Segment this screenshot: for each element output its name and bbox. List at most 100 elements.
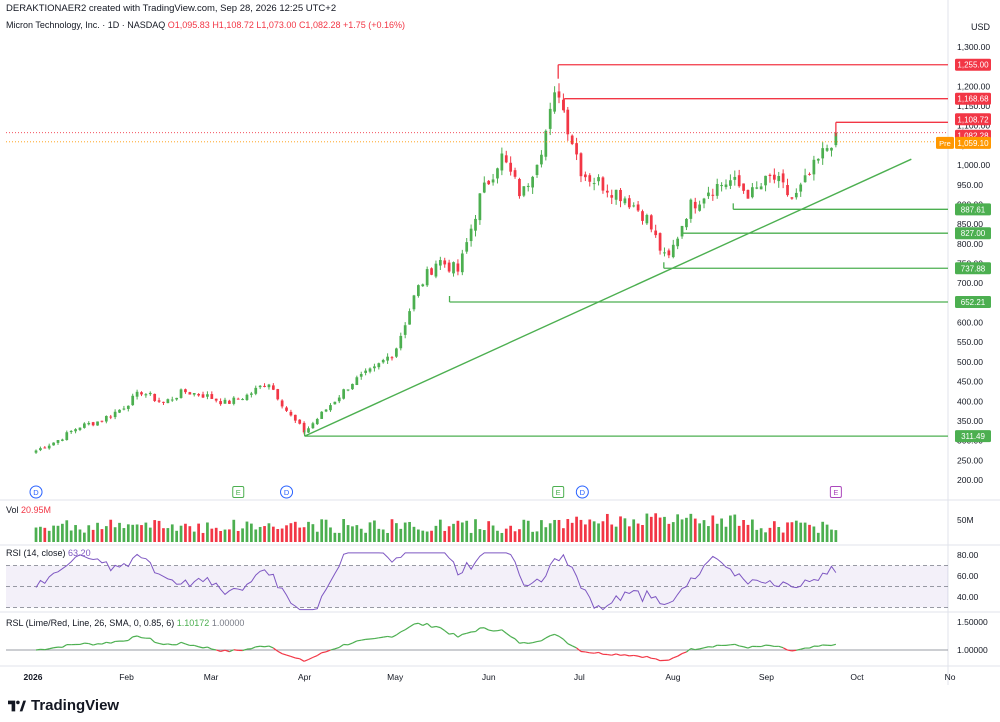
volume-legend: Vol 20.95M: [6, 505, 51, 515]
candle-body: [751, 187, 754, 198]
volume-bar: [170, 524, 174, 542]
currency-label: USD: [970, 22, 990, 32]
volume-bar: [504, 528, 508, 542]
rsl-segment: [361, 638, 366, 641]
price-tag: [955, 262, 991, 275]
volume-bar: [320, 519, 324, 542]
candle-body: [540, 154, 543, 165]
volume-bar: [258, 526, 262, 542]
candle-body: [729, 180, 732, 186]
rsl-segment: [699, 647, 705, 650]
candle-body: [201, 394, 205, 398]
candle-body: [702, 198, 706, 204]
volume-bar: [289, 523, 293, 542]
volume-bar: [491, 525, 495, 542]
candle-body: [65, 432, 69, 441]
candle-body: [355, 377, 359, 385]
rsl-segment: [194, 644, 199, 648]
rsl-segment: [536, 640, 542, 643]
volume-bar: [610, 524, 614, 542]
volume-bar: [267, 523, 271, 542]
rsl-segment: [268, 645, 274, 649]
rsl-segment: [787, 649, 793, 652]
volume-bar: [438, 519, 442, 542]
volume-value: 20.95M: [21, 505, 52, 515]
rsl-segment: [295, 657, 300, 660]
volume-bar: [61, 523, 64, 542]
candle-body: [206, 394, 209, 397]
rsl-segment: [725, 644, 731, 646]
candle-body: [676, 238, 680, 247]
price-tag-label: 311.49: [961, 432, 985, 441]
rsl-segment: [396, 631, 402, 636]
candle-body: [605, 190, 609, 193]
volume-bar: [302, 527, 306, 542]
candle-body: [482, 182, 486, 193]
candle-body: [368, 368, 372, 372]
volume-bar: [799, 522, 803, 542]
volume-bar: [658, 517, 662, 542]
price-tag: [955, 203, 991, 216]
volume-bar: [91, 529, 95, 542]
symbol-title: Micron Technology, Inc. · 1D · NASDAQ: [6, 20, 166, 30]
rsl-segment: [435, 625, 441, 629]
rsl-segment: [488, 629, 494, 632]
volume-bar: [153, 520, 157, 542]
candle-body: [496, 168, 499, 179]
volume-bar: [601, 521, 605, 542]
candle-body: [271, 385, 275, 390]
candle-body: [351, 383, 354, 390]
candle-body: [544, 130, 548, 157]
rsl-segment: [334, 646, 340, 650]
rsl-segment: [325, 649, 331, 653]
rsl-segment: [413, 622, 419, 625]
candle-body: [219, 401, 222, 405]
candle-body: [478, 193, 482, 221]
candle-body: [425, 269, 429, 286]
rsl-baseline-value: 1.00000: [211, 618, 245, 628]
volume-bar: [65, 520, 69, 542]
candle-body: [311, 423, 315, 429]
volume-bar: [553, 519, 556, 542]
candle-body: [307, 428, 310, 433]
candle-body: [531, 176, 534, 188]
volume-bar: [104, 526, 108, 542]
tradingview-logo[interactable]: TradingView: [8, 697, 119, 714]
candle-body: [118, 409, 121, 413]
rsl-segment: [330, 648, 336, 651]
volume-bar: [311, 524, 315, 542]
candle-body: [548, 108, 552, 129]
rsl-segment: [743, 646, 749, 649]
candle-body: [192, 393, 196, 395]
x-tick-label: Jun: [482, 672, 496, 682]
rsl-segment: [695, 648, 700, 651]
rsl-segment: [158, 642, 164, 646]
rsl-label: RSL (Lime/Red, Line, 26, SMA, 0, 0.85, 6…: [6, 618, 175, 628]
earnings-marker: [232, 486, 245, 498]
candle-body: [816, 158, 820, 161]
rsl-segment: [484, 627, 489, 631]
rsl-segment: [347, 642, 353, 646]
rsl-segment: [400, 629, 406, 633]
rsl-segment: [409, 623, 415, 628]
rsl-segment: [418, 622, 424, 626]
volume-bar: [131, 524, 135, 542]
candle-body: [74, 429, 77, 432]
candle-body: [263, 385, 266, 387]
volume-bar: [373, 520, 376, 542]
rsl-segment: [53, 646, 59, 649]
volume-bar: [786, 522, 789, 542]
logo-text: TradingView: [31, 697, 120, 714]
candle-body: [417, 285, 420, 296]
rsl-segment: [703, 646, 709, 649]
volume-bar: [293, 521, 297, 542]
rsl-segment: [681, 651, 687, 655]
price-tag-label: 1,255.00: [957, 61, 989, 70]
candle-body: [513, 170, 517, 177]
candle-body: [557, 91, 561, 98]
volume-bar: [645, 513, 649, 542]
candle-body: [373, 366, 376, 369]
volume-bar: [87, 525, 91, 542]
volume-bar: [364, 532, 367, 542]
